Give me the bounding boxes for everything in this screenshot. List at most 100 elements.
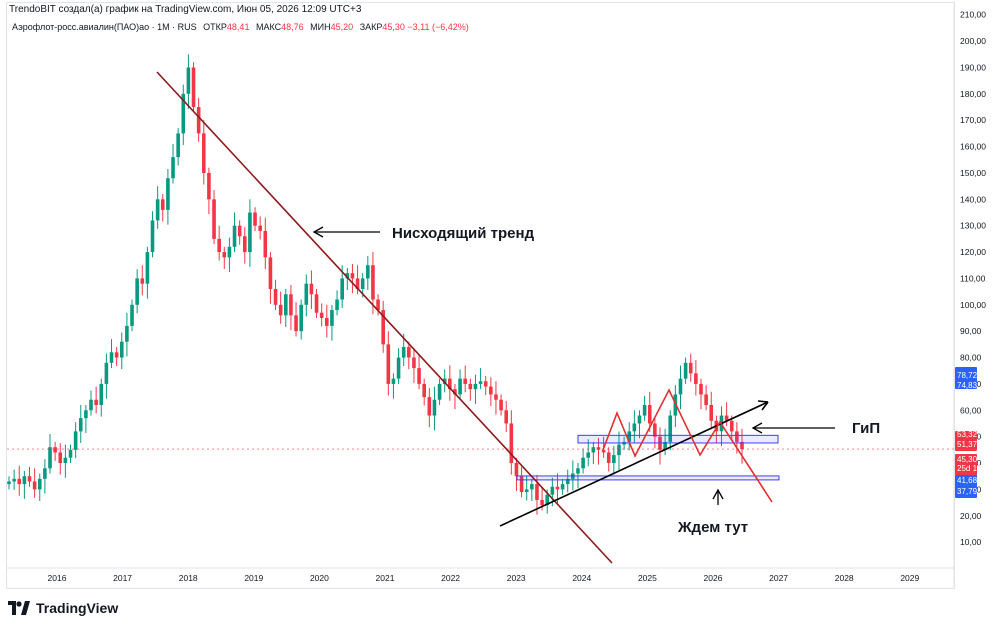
candle-body (171, 157, 175, 179)
candle-body (555, 486, 560, 490)
candle-body (422, 383, 426, 398)
candle-body (94, 399, 98, 406)
candle-body (499, 399, 503, 411)
candle-body (63, 457, 68, 464)
candle-body (325, 317, 329, 326)
y-tick-label: 10,00 (960, 537, 982, 547)
candle-body (119, 341, 124, 358)
candle-body (688, 362, 693, 374)
candle-body (663, 441, 667, 450)
candle-body (145, 252, 150, 284)
x-tick-label: 2025 (638, 573, 657, 583)
candle-body (453, 389, 457, 395)
candle-body (478, 381, 483, 384)
candle-body (43, 468, 47, 479)
candle-body (78, 418, 83, 432)
candle-body (729, 420, 734, 432)
candle-body (140, 278, 145, 284)
candle-body (22, 476, 27, 485)
x-tick-label: 2028 (835, 573, 854, 583)
candle-body (32, 481, 37, 490)
candle-body (237, 225, 242, 237)
candle-body (458, 378, 462, 395)
y-tick-label: 170,00 (960, 115, 986, 125)
low-value: 45,20 (330, 22, 354, 32)
symbol-legend: Аэрофлот-росс.авиалин(ПАО)ао · 1M · RUS … (12, 22, 469, 32)
candle-body (627, 431, 632, 442)
candle-body (268, 257, 273, 289)
candle-body (632, 423, 637, 432)
candle-body (519, 476, 524, 493)
candle-body (37, 478, 42, 490)
candle-body (709, 405, 714, 421)
x-tick-label: 2020 (310, 573, 329, 583)
candle-body (606, 452, 611, 464)
y-tick-label: 20,00 (960, 511, 982, 521)
x-tick-label: 2026 (704, 573, 723, 583)
candle-body (217, 238, 221, 253)
x-tick-label: 2021 (376, 573, 395, 583)
y-tick-label: 200,00 (960, 36, 986, 46)
annotation-label: Нисходящий тренд (392, 225, 535, 242)
candle-body (448, 378, 452, 390)
candle-body (289, 294, 293, 316)
candle-body (150, 220, 155, 253)
candle-body (104, 362, 109, 384)
candle-body (335, 299, 339, 311)
candle-body (417, 368, 421, 384)
price-label-text: 41,68 (957, 476, 978, 485)
candle-body (360, 278, 365, 289)
close-label: ЗАКР (359, 22, 383, 32)
candle-body (612, 455, 616, 464)
open-value: 48,41 (226, 22, 250, 32)
candle-body (191, 67, 196, 108)
candle-body (504, 410, 509, 424)
candle-body (330, 310, 334, 326)
candle-body (412, 357, 416, 369)
candle-body (196, 107, 201, 134)
y-tick-label: 110,00 (960, 273, 986, 283)
candle-body (647, 405, 652, 424)
uptrend-arrowhead (757, 400, 769, 411)
candle-body (524, 489, 529, 493)
y-tick-label: 130,00 (960, 221, 986, 231)
candle-body (442, 378, 447, 384)
x-tick-label: 2017 (113, 573, 132, 583)
candle-body (201, 133, 206, 173)
downtrend-line (156, 71, 613, 564)
candle-body (125, 325, 129, 342)
candle-body (376, 299, 380, 311)
candle-body (130, 304, 134, 326)
high-value: 48,76 (281, 22, 304, 32)
price-label-box (955, 431, 977, 451)
candle-body (565, 478, 570, 485)
candle-body (381, 310, 385, 345)
y-tick-label: 210,00 (960, 10, 986, 20)
price-label-text: 51,37 (957, 440, 978, 449)
candle-body (258, 225, 262, 231)
x-tick-label: 2018 (179, 573, 198, 583)
candle-body (58, 452, 63, 464)
candle-body (319, 312, 324, 318)
candle-body (309, 283, 314, 295)
candle-body (576, 468, 580, 474)
y-tick-label: 90,00 (960, 326, 982, 336)
high-label: МАКС (255, 22, 282, 32)
candle-body (653, 423, 657, 437)
y-tick-label: 180,00 (960, 89, 986, 99)
uptrend-line (499, 401, 769, 527)
symbol-name[interactable]: Аэрофлот-росс.авиалин(ПАО)ао · 1M · RUS (12, 22, 197, 32)
candle-body (735, 431, 739, 442)
candle-body (494, 394, 498, 400)
candle-body (366, 265, 370, 279)
tradingview-logo[interactable]: TradingView (8, 600, 118, 616)
candle-body (432, 399, 437, 416)
candle-body (540, 499, 544, 506)
candle-body (232, 225, 237, 247)
candle-body (437, 383, 442, 400)
candle-body (17, 478, 22, 485)
price-label-box (955, 367, 977, 389)
price-label-text: 25d 12h (957, 464, 986, 473)
low-label: МИН (310, 22, 331, 32)
